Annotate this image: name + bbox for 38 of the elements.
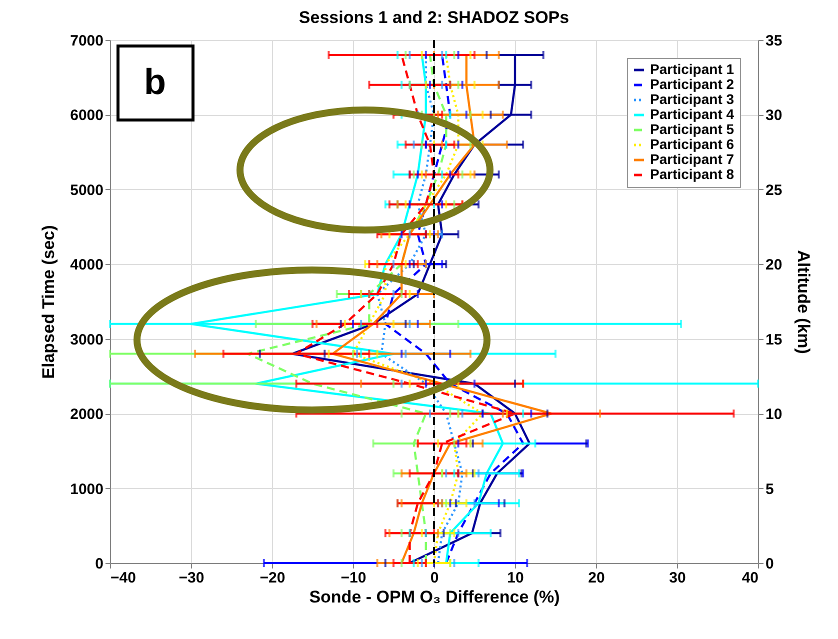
annotation: b	[144, 61, 166, 102]
y2-tick-label: 10	[766, 406, 782, 424]
legend-label: Participant 1	[650, 61, 734, 77]
x-axis-title: Sonde - OPM O₃ Difference (%)	[309, 588, 560, 606]
y-tick-label: 1000	[70, 480, 104, 498]
y2-tick-label: 35	[766, 32, 782, 50]
x-tick-label: −10	[340, 570, 366, 586]
y-tick-label: 4000	[70, 256, 104, 274]
y-tick-label: 5000	[70, 182, 104, 199]
x-tick-label: 10	[507, 570, 524, 586]
y-tick-label: 2000	[70, 406, 104, 424]
y2-tick-label: 5	[766, 480, 774, 498]
legend-label: Participant 2	[650, 76, 734, 92]
chart-title: Sessions 1 and 2: SHADOZ SOPs	[298, 8, 570, 27]
x-tick-label: −40	[110, 570, 136, 586]
legend-label: Participant 7	[650, 151, 734, 167]
x-tick-label: 40	[742, 570, 758, 586]
y-tick-label: 6000	[70, 107, 104, 124]
y2-tick-label: 20	[766, 256, 782, 274]
legend-label: Participant 5	[650, 121, 734, 137]
y2-tick-label: 30	[766, 107, 782, 124]
y-axis-title: Elapsed Time (sec)	[39, 225, 58, 379]
y-tick-label: 7000	[70, 32, 104, 50]
x-tick-label: 20	[588, 570, 605, 586]
y2-tick-label: 25	[766, 182, 782, 199]
y-tick-label: 0	[95, 556, 104, 572]
y2-axis-title: Altitude (km)	[794, 250, 814, 354]
y-tick-label: 3000	[70, 331, 104, 348]
y2-tick-label: 15	[766, 331, 782, 348]
legend-label: Participant 8	[650, 166, 734, 182]
legend-label: Participant 4	[650, 106, 734, 122]
x-tick-label: −20	[260, 570, 286, 586]
x-tick-label: −30	[178, 570, 204, 586]
x-tick-label: 0	[430, 570, 439, 586]
legend-label: Participant 3	[650, 91, 734, 107]
y2-tick-label: 0	[766, 556, 774, 572]
legend-label: Participant 6	[650, 136, 734, 152]
x-tick-label: 30	[669, 570, 686, 586]
